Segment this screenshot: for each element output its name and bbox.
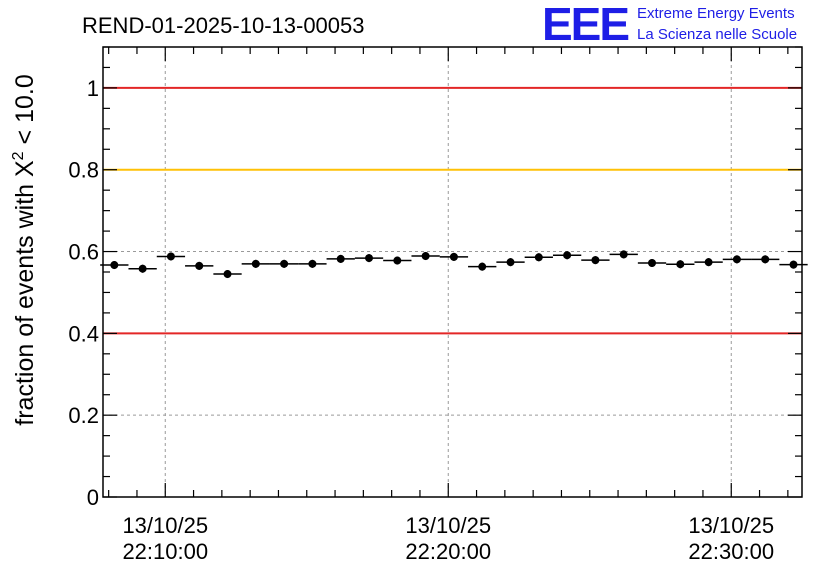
y-tick-label: 0.2 (68, 403, 99, 428)
data-point-marker (110, 261, 119, 270)
data-point (666, 260, 695, 269)
data-point (354, 254, 384, 263)
data-point-marker (732, 255, 741, 264)
data-point-marker (223, 270, 232, 279)
data-point (326, 254, 355, 263)
y-tick-label: 0.8 (68, 158, 99, 183)
data-point (439, 252, 469, 261)
data-point-marker (478, 262, 487, 271)
data-point-marker (563, 251, 572, 260)
data-point (468, 262, 497, 271)
y-tick-label: 0 (87, 485, 99, 510)
y-tick-label: 1 (87, 76, 99, 101)
data-point (524, 253, 553, 262)
data-point-marker (336, 254, 345, 263)
y-tick-label: 0.6 (68, 240, 99, 265)
chart-title: REND-01-2025-10-13-00053 (82, 13, 365, 38)
data-point (411, 252, 440, 261)
x-tick-label-date: 13/10/25 (405, 513, 491, 538)
data-point (383, 256, 412, 265)
reference-lines (103, 86, 802, 335)
data-point-marker (591, 256, 600, 265)
data-point (609, 250, 638, 259)
tick-labels: 00.20.40.60.8113/10/2522:10:0013/10/2522… (68, 76, 774, 564)
data-point-marker (138, 264, 147, 273)
data-point-marker (280, 259, 289, 268)
data-point-marker (449, 252, 458, 261)
data-point-marker (704, 258, 713, 267)
data-point-marker (195, 261, 204, 270)
data-point-marker (534, 253, 543, 262)
eee-logo-line1: Extreme Energy Events (637, 5, 795, 22)
x-tick-label-time: 22:10:00 (122, 539, 208, 564)
grid (103, 47, 802, 497)
x-tick-label-date: 13/10/25 (122, 513, 208, 538)
data-point-marker (251, 259, 260, 268)
data-point (128, 264, 157, 273)
data-point-marker (676, 260, 685, 269)
data-point-marker (365, 254, 374, 263)
data-point (637, 259, 667, 267)
x-tick-label-time: 22:20:00 (405, 539, 491, 564)
data-point (185, 261, 214, 270)
data-point (552, 251, 582, 260)
y-tick-label: 0.4 (68, 321, 99, 346)
data-point-marker (166, 252, 175, 261)
data-point (722, 255, 752, 264)
eee-logo-line2: La Scienza nelle Scuole (637, 26, 797, 43)
data-point-marker (761, 255, 770, 264)
data-point (156, 252, 186, 261)
data-points (100, 250, 808, 279)
data-point-marker (648, 259, 657, 267)
data-point (779, 260, 808, 269)
y-axis-label: fraction of events with X2 < 10.0 (10, 74, 39, 425)
eee-logo-mark: EEE (542, 0, 628, 50)
axis-ticks (103, 46, 802, 498)
data-point (694, 258, 723, 267)
x-tick-label-time: 22:30:00 (688, 539, 774, 564)
data-point (213, 270, 242, 279)
x-tick-label-date: 13/10/25 (688, 513, 774, 538)
data-point (751, 255, 780, 264)
data-point (581, 256, 610, 265)
plot-frame (102, 46, 803, 498)
eee-logo: EEE Extreme Energy Events La Scienza nel… (542, 0, 797, 50)
data-point-marker (619, 250, 628, 259)
data-point (269, 259, 299, 268)
data-point-marker (393, 256, 402, 265)
data-point-marker (421, 252, 430, 261)
data-point (100, 261, 129, 270)
data-point-marker (789, 260, 798, 269)
data-point-marker (308, 259, 317, 268)
data-point (496, 258, 525, 267)
data-point (298, 259, 327, 268)
data-point-marker (506, 258, 515, 267)
data-point (241, 259, 270, 268)
